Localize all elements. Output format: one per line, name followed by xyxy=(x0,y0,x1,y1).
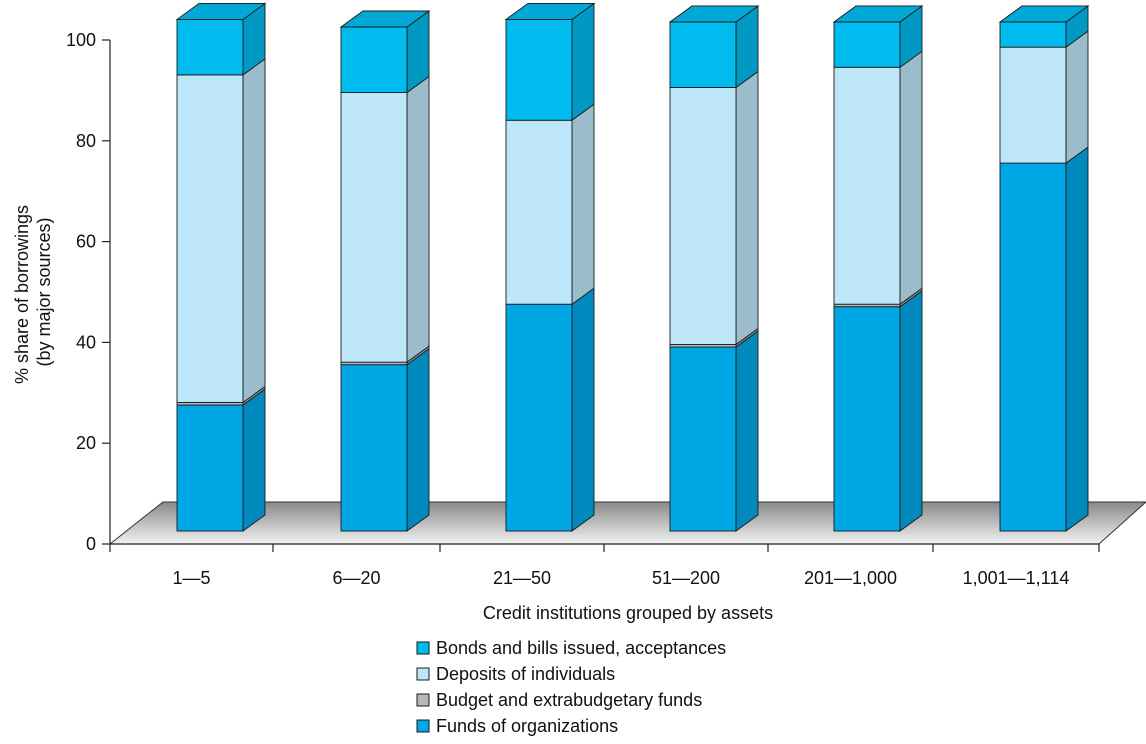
legend-label: Bonds and bills issued, acceptances xyxy=(436,638,726,658)
bar-segment-side xyxy=(1065,146,1089,532)
bar-segment-side xyxy=(571,287,595,532)
bar-stack xyxy=(832,5,924,532)
bar-top-face xyxy=(175,2,267,20)
bar-segment-side xyxy=(735,70,759,346)
x-tick-label: 201—1,000 xyxy=(804,568,897,588)
x-tick-label: 51—200 xyxy=(652,568,720,588)
bar-segment xyxy=(669,21,737,88)
chart-legend: Bonds and bills issued, acceptances Depos… xyxy=(416,638,726,736)
bar-segment xyxy=(505,303,573,532)
legend-swatch xyxy=(416,693,430,707)
x-tick-labels: 1—5 6—20 21—50 51—200 201—1,000 1,001—1,114 xyxy=(172,568,1069,588)
bar-top-face xyxy=(504,2,596,20)
bar-segment-side xyxy=(242,388,266,532)
legend-swatch xyxy=(416,719,430,733)
bar-stack xyxy=(504,2,596,532)
bar-segment-side xyxy=(406,347,430,532)
bar-segment xyxy=(340,26,408,93)
bar-segment-side xyxy=(406,75,430,364)
y-axis-label-line-1: % share of borrowings xyxy=(12,205,32,384)
bar-segment xyxy=(833,21,901,68)
legend-swatch xyxy=(416,667,430,681)
bar-top-face xyxy=(832,5,924,23)
legend-swatch xyxy=(416,641,430,655)
chart-bars xyxy=(175,2,1090,532)
legend-label: Budget and extrabudgetary funds xyxy=(436,690,702,710)
legend-label: Funds of organizations xyxy=(436,716,618,736)
x-tick-label: 6—20 xyxy=(332,568,380,588)
bar-segment xyxy=(833,306,901,532)
bar-segment xyxy=(505,119,573,305)
bar-top-face xyxy=(998,5,1090,23)
bar-segment-side xyxy=(242,57,266,404)
bar-segment xyxy=(999,162,1067,532)
bar-top-face xyxy=(668,5,760,23)
bar-stack xyxy=(668,5,760,532)
bar-segment xyxy=(669,346,737,532)
bar-stack xyxy=(175,2,267,532)
y-tick-label: 100 xyxy=(66,30,96,50)
x-axis-label: Credit institutions grouped by assets xyxy=(483,603,773,623)
y-tick-label: 20 xyxy=(76,433,96,453)
legend-item: Bonds and bills issued, acceptances xyxy=(416,638,726,658)
x-tick-label: 1—5 xyxy=(172,568,210,588)
legend-label: Deposits of individuals xyxy=(436,664,615,684)
bar-segment xyxy=(176,18,244,76)
bar-segment xyxy=(669,87,737,345)
bar-stack xyxy=(998,5,1090,532)
bar-segment xyxy=(833,66,901,305)
bar-segment-side xyxy=(1065,30,1089,164)
bar-segment-side xyxy=(899,50,923,306)
bar-segment-side xyxy=(571,2,595,122)
y-tick-label: 40 xyxy=(76,332,96,352)
bar-segment xyxy=(176,404,244,532)
y-tick-label: 0 xyxy=(86,534,96,554)
legend-item: Funds of organizations xyxy=(416,716,618,736)
bar-stack xyxy=(339,10,431,532)
x-tick-label: 21—50 xyxy=(493,568,551,588)
legend-item: Budget and extrabudgetary funds xyxy=(416,690,702,710)
bar-segment xyxy=(999,21,1067,48)
y-axis-label-line-2: (by major sources) xyxy=(34,217,54,366)
bar-segment xyxy=(340,92,408,363)
bar-segment xyxy=(176,74,244,403)
y-tick-label: 60 xyxy=(76,232,96,252)
y-axis-label: % share of borrowings (by major sources) xyxy=(12,200,54,384)
bar-segment xyxy=(505,18,573,121)
legend-item: Deposits of individuals xyxy=(416,664,615,684)
bar-segment-side xyxy=(571,103,595,306)
bar-segment-side xyxy=(899,289,923,532)
bar-segment xyxy=(999,46,1067,164)
x-tick-label: 1,001—1,114 xyxy=(963,568,1070,588)
bar-top-face xyxy=(339,10,431,28)
y-tick-label: 80 xyxy=(76,131,96,151)
bar-segment-side xyxy=(735,330,759,532)
bar-segment xyxy=(340,364,408,532)
